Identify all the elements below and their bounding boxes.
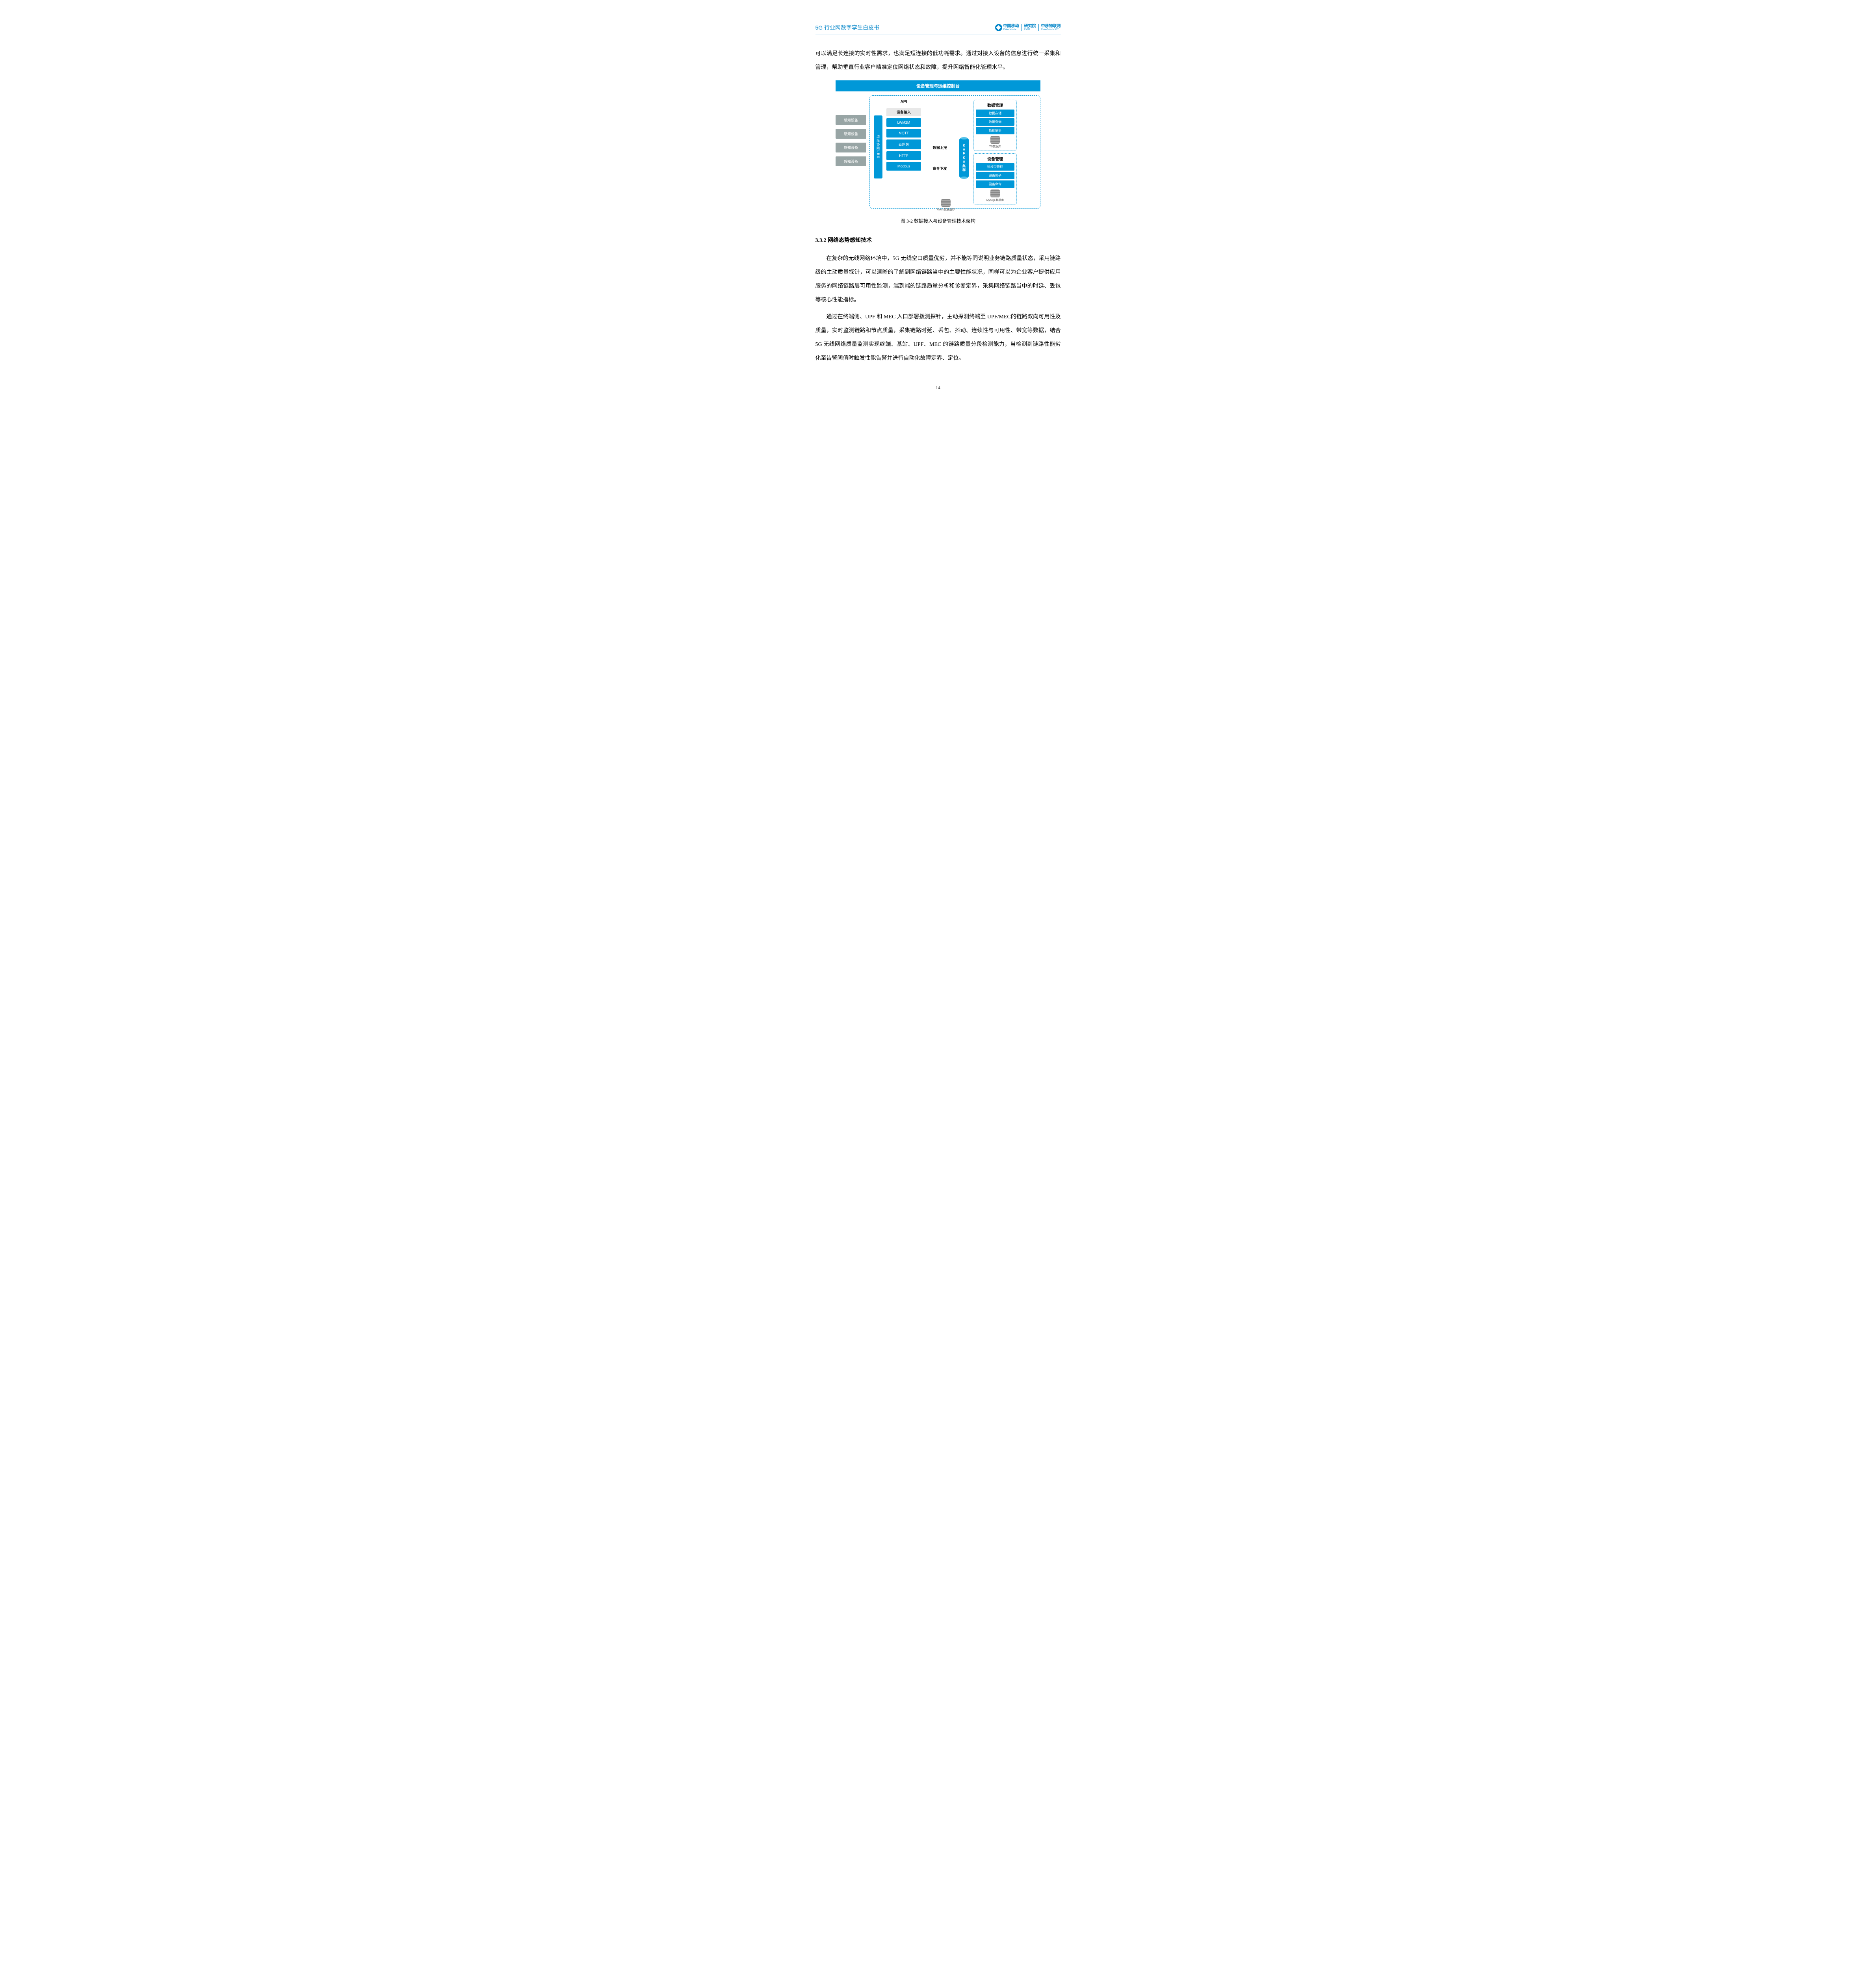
- paragraph-3: 通过在终端侧、UPF 和 MEC 入口部署拨测探针，主动探测终端至 UPF/ME…: [815, 310, 1061, 365]
- api-label: API: [886, 100, 921, 104]
- data-mgmt-section: 数据管理 数据存储 数据查询 数据解析 TS数据库: [973, 100, 1017, 151]
- diagram-caption: 图 3-2 数据接入与设备管理技术架构: [836, 217, 1040, 224]
- protocol-box: MQTT: [886, 129, 921, 138]
- database-icon: [941, 199, 951, 207]
- right-column: 数据管理 数据存储 数据查询 数据解析 TS数据库 设备管理 物模型管理 设备影…: [973, 100, 1017, 204]
- page-number: 14: [815, 385, 1061, 391]
- logo-icon: [995, 24, 1002, 31]
- sensor-column: 感知设备 感知设备 感知设备 感知设备: [836, 95, 866, 209]
- protocol-box: Modbus: [886, 162, 921, 171]
- dev-item: 设备影子: [976, 172, 1014, 179]
- sensor-box: 感知设备: [836, 115, 866, 125]
- redis-label: Redis数据缓存: [937, 208, 955, 212]
- header-logos: 中国移动 China Mobile 研究院 CMRI 中移物联网 China M…: [995, 24, 1061, 31]
- paragraph-2: 在复杂的无线网络环境中，5G 无线空口质量优劣，并不能等同说明业务链路质量状态，…: [815, 252, 1061, 307]
- diagram-title: 设备管理与运维控制台: [836, 80, 1040, 91]
- logo-cmri: 研究院 CMRI: [1024, 24, 1036, 31]
- section-heading: 3.3.2 网络态势感知技术: [815, 236, 1061, 244]
- paragraph-1: 可以满足长连接的实时性需求，也满足短连接的低功耗需求。通过对接入设备的信息进行统…: [815, 47, 1061, 74]
- data-item: 数据解析: [976, 127, 1014, 134]
- data-item: 数据查询: [976, 118, 1014, 126]
- sensor-box: 感知设备: [836, 129, 866, 139]
- access-column: API 设备接入 LWM2M MQTT 云网关 HTTP Modbus: [886, 100, 921, 204]
- flow-column: 数据上报 命令下发: [925, 100, 955, 204]
- database-icon: [990, 190, 1000, 197]
- dev-mgmt-section: 设备管理 物模型管理 设备影子 设备命令 MySQL数据库: [973, 153, 1017, 204]
- page-header: 5G 行业网数字孪生白皮书 中国移动 China Mobile 研究院 CMRI…: [815, 24, 1061, 35]
- architecture-diagram: 设备管理与运维控制台 感知设备 感知设备 感知设备 感知设备 边缘协同LBS A…: [836, 80, 1040, 224]
- data-item: 数据存储: [976, 110, 1014, 117]
- protocol-box: HTTP: [886, 151, 921, 160]
- kafka-box: KAFKA集群: [959, 138, 969, 178]
- logo-china-mobile: 中国移动 China Mobile: [995, 24, 1019, 31]
- redis-block: Redis数据缓存: [937, 197, 955, 212]
- main-container: 边缘协同LBS API 设备接入 LWM2M MQTT 云网关 HTTP Mod…: [869, 95, 1040, 209]
- mysql-db-label: MySQL数据库: [976, 198, 1014, 202]
- flow-down-label: 命令下发: [932, 166, 947, 171]
- lbs-column: 边缘协同LBS: [874, 115, 882, 178]
- logo-iot: 中移物联网 China Mobile IOT: [1041, 24, 1061, 31]
- dev-item: 物模型管理: [976, 163, 1014, 171]
- protocol-box: LWM2M: [886, 118, 921, 127]
- sensor-box: 感知设备: [836, 156, 866, 166]
- header-title: 5G 行业网数字孪生白皮书: [815, 24, 880, 32]
- access-header: 设备接入: [886, 108, 921, 116]
- kafka-column: KAFKA集群: [958, 100, 970, 204]
- ts-db-label: TS数据库: [976, 145, 1014, 149]
- flow-up-label: 数据上报: [932, 145, 947, 150]
- sensor-box: 感知设备: [836, 143, 866, 152]
- protocol-box: 云网关: [886, 139, 921, 149]
- database-icon: [990, 136, 1000, 144]
- dev-item: 设备命令: [976, 180, 1014, 188]
- logo-separator: [1038, 24, 1039, 31]
